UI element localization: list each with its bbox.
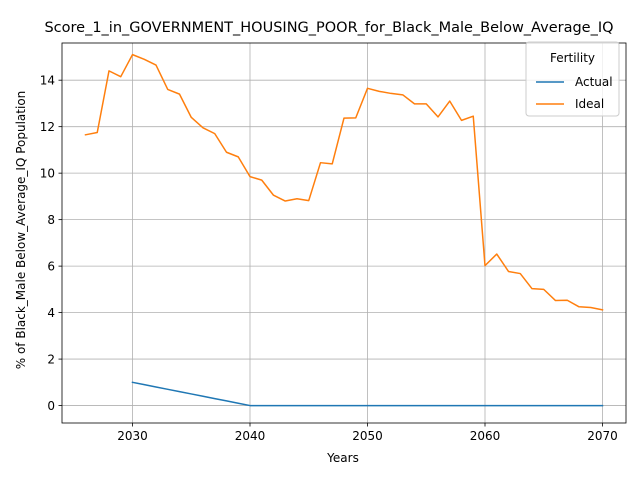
plot-area-frame [61, 42, 627, 424]
series-layer [84, 53, 604, 407]
chart-title: Score_1_in_GOVERNMENT_HOUSING_POOR_for_B… [44, 20, 613, 36]
x-axis-ticks: 2030 2040 2050 2060 2070 [117, 423, 618, 443]
x-tick-label: 2060 [470, 429, 501, 443]
y-tick-label: 6 [47, 260, 55, 274]
legend: Fertility Actual Ideal [525, 41, 620, 117]
y-tick-label: 12 [40, 120, 55, 134]
x-tick-label: 2040 [235, 429, 266, 443]
series-line-actual [131, 381, 604, 407]
series-line-ideal [84, 53, 604, 311]
x-tick-label: 2070 [587, 429, 618, 443]
y-tick-label: 14 [40, 74, 55, 88]
y-axis-ticks: 0 2 4 6 8 10 12 14 [40, 74, 62, 413]
x-tick-label: 2030 [117, 429, 148, 443]
x-axis-label: Years [326, 451, 359, 465]
y-axis-label: % of Black_Male Below_Average_IQ Populat… [14, 91, 28, 370]
y-tick-label: 10 [40, 167, 55, 181]
legend-box [525, 41, 620, 117]
legend-title: Fertility [550, 51, 595, 65]
y-tick-label: 2 [47, 353, 55, 367]
y-tick-label: 0 [47, 399, 55, 413]
y-tick-label: 8 [47, 213, 55, 227]
legend-label-ideal: Ideal [575, 97, 604, 111]
legend-label-actual: Actual [575, 75, 613, 89]
y-tick-label: 4 [47, 306, 55, 320]
x-tick-label: 2050 [352, 429, 383, 443]
